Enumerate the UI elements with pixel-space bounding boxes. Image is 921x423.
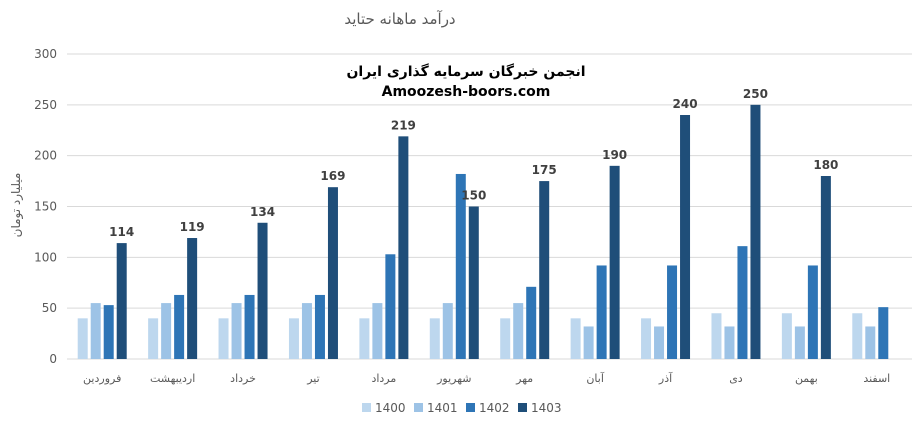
- bar-1402-1: [174, 294, 185, 359]
- x-tick-label: مهر: [515, 372, 533, 385]
- y-tick-label: 0: [49, 352, 57, 366]
- y-axis-ticks: 0 50 100 150 200 250 300: [34, 47, 57, 366]
- legend: 1400 1401 1402 1403: [362, 401, 562, 415]
- bar-1400-4: [359, 318, 370, 359]
- bar-1400-0: [77, 318, 88, 359]
- y-tick-label: 50: [42, 301, 57, 315]
- data-labels-layer: 114 119 134 169 219 150 175 190 240 250 180: [109, 87, 838, 239]
- bar-1401-2: [231, 303, 242, 359]
- x-tick-label: تیر: [306, 372, 319, 385]
- x-tick-label: آذر: [658, 371, 673, 385]
- data-label-1403-10: 180: [813, 158, 838, 172]
- legend-label-1401: 1401: [427, 401, 458, 415]
- bar-1400-2: [218, 318, 229, 359]
- x-tick-label: شهریور: [436, 372, 471, 385]
- data-label-1403-2: 134: [250, 205, 275, 219]
- x-tick-label: آبان: [586, 371, 604, 385]
- watermark-line-2: Amoozesh-boors.com: [382, 84, 551, 100]
- data-label-1403-6: 175: [532, 163, 557, 177]
- y-axis-label: میلیارد تومان: [9, 173, 24, 238]
- bar-1403-3: [327, 187, 338, 359]
- bar-1403-2: [257, 222, 268, 359]
- bar-1403-0: [116, 243, 127, 359]
- bar-1403-10: [820, 176, 831, 359]
- bar-1401-7: [583, 326, 594, 359]
- bar-1402-7: [596, 265, 607, 359]
- bar-1402-8: [667, 265, 678, 359]
- legend-label-1403: 1403: [531, 401, 562, 415]
- bar-1400-1: [148, 318, 159, 359]
- bar-1403-4: [398, 136, 409, 359]
- legend-swatch-1400: [362, 403, 371, 412]
- grid-layer: [67, 53, 912, 360]
- chart-title: درآمد ماهانه حتاید: [344, 10, 455, 28]
- bar-1402-5: [455, 173, 466, 359]
- x-axis-ticks: فروردین اردیبهشت خرداد تیر مرداد شهریور مهر آبا…: [83, 371, 890, 385]
- data-label-1403-0: 114: [109, 225, 134, 239]
- bar-1403-1: [187, 238, 198, 359]
- data-label-1403-9: 250: [743, 87, 768, 101]
- x-tick-label: مرداد: [371, 372, 396, 385]
- x-tick-label: خرداد: [230, 372, 256, 385]
- legend-label-1400: 1400: [375, 401, 406, 415]
- bars-layer: [77, 104, 889, 359]
- bar-1403-5: [468, 206, 479, 359]
- bar-1402-2: [244, 294, 255, 359]
- bar-1402-4: [385, 254, 396, 359]
- x-tick-label: اردیبهشت: [150, 372, 195, 385]
- bar-1401-1: [161, 303, 172, 359]
- bar-1401-8: [654, 326, 665, 359]
- bar-1403-7: [609, 165, 620, 359]
- data-label-1403-8: 240: [673, 97, 698, 111]
- bar-1402-9: [737, 246, 748, 359]
- bar-1402-10: [807, 265, 818, 359]
- bar-1400-7: [570, 318, 581, 359]
- data-label-1403-7: 190: [602, 148, 627, 162]
- x-tick-label: اسفند: [863, 372, 890, 385]
- bar-1400-9: [711, 313, 722, 359]
- bar-1401-6: [513, 303, 524, 359]
- x-tick-label: دی: [729, 372, 743, 385]
- bar-1400-6: [500, 318, 511, 359]
- data-label-1403-5: 150: [461, 189, 486, 203]
- y-tick-label: 150: [34, 200, 57, 214]
- bar-1401-9: [724, 326, 735, 359]
- data-label-1403-4: 219: [391, 118, 416, 132]
- bar-1402-3: [314, 294, 325, 359]
- x-tick-label: بهمن: [795, 372, 818, 385]
- y-tick-label: 300: [34, 47, 57, 61]
- bar-1401-4: [372, 303, 383, 359]
- bar-1403-6: [539, 181, 550, 359]
- bar-1401-5: [442, 303, 453, 359]
- legend-label-1402: 1402: [479, 401, 510, 415]
- bar-1400-10: [781, 313, 792, 359]
- bar-1401-3: [301, 303, 312, 359]
- x-tick-label: فروردین: [83, 372, 121, 385]
- bar-1402-6: [526, 286, 537, 359]
- bar-1400-3: [288, 318, 299, 359]
- y-tick-label: 200: [34, 149, 57, 163]
- bar-1403-9: [750, 104, 761, 359]
- bar-1400-5: [429, 318, 440, 359]
- legend-swatch-1402: [466, 403, 475, 412]
- data-label-1403-3: 169: [320, 169, 345, 183]
- y-tick-label: 250: [34, 98, 57, 112]
- bar-1403-8: [680, 115, 691, 359]
- watermark-line-1: انجمن خبرگان سرمایه گذاری ایران: [346, 63, 585, 80]
- bar-1401-10: [794, 326, 805, 359]
- bar-1400-8: [641, 318, 652, 359]
- bar-1400-11: [852, 313, 863, 359]
- y-tick-label: 100: [34, 250, 57, 264]
- data-label-1403-1: 119: [180, 220, 205, 234]
- bar-1402-0: [103, 305, 114, 359]
- bar-1401-0: [90, 303, 101, 359]
- legend-swatch-1401: [414, 403, 423, 412]
- legend-swatch-1403: [518, 403, 527, 412]
- bar-1402-11: [878, 307, 889, 359]
- bar-1401-11: [865, 326, 876, 359]
